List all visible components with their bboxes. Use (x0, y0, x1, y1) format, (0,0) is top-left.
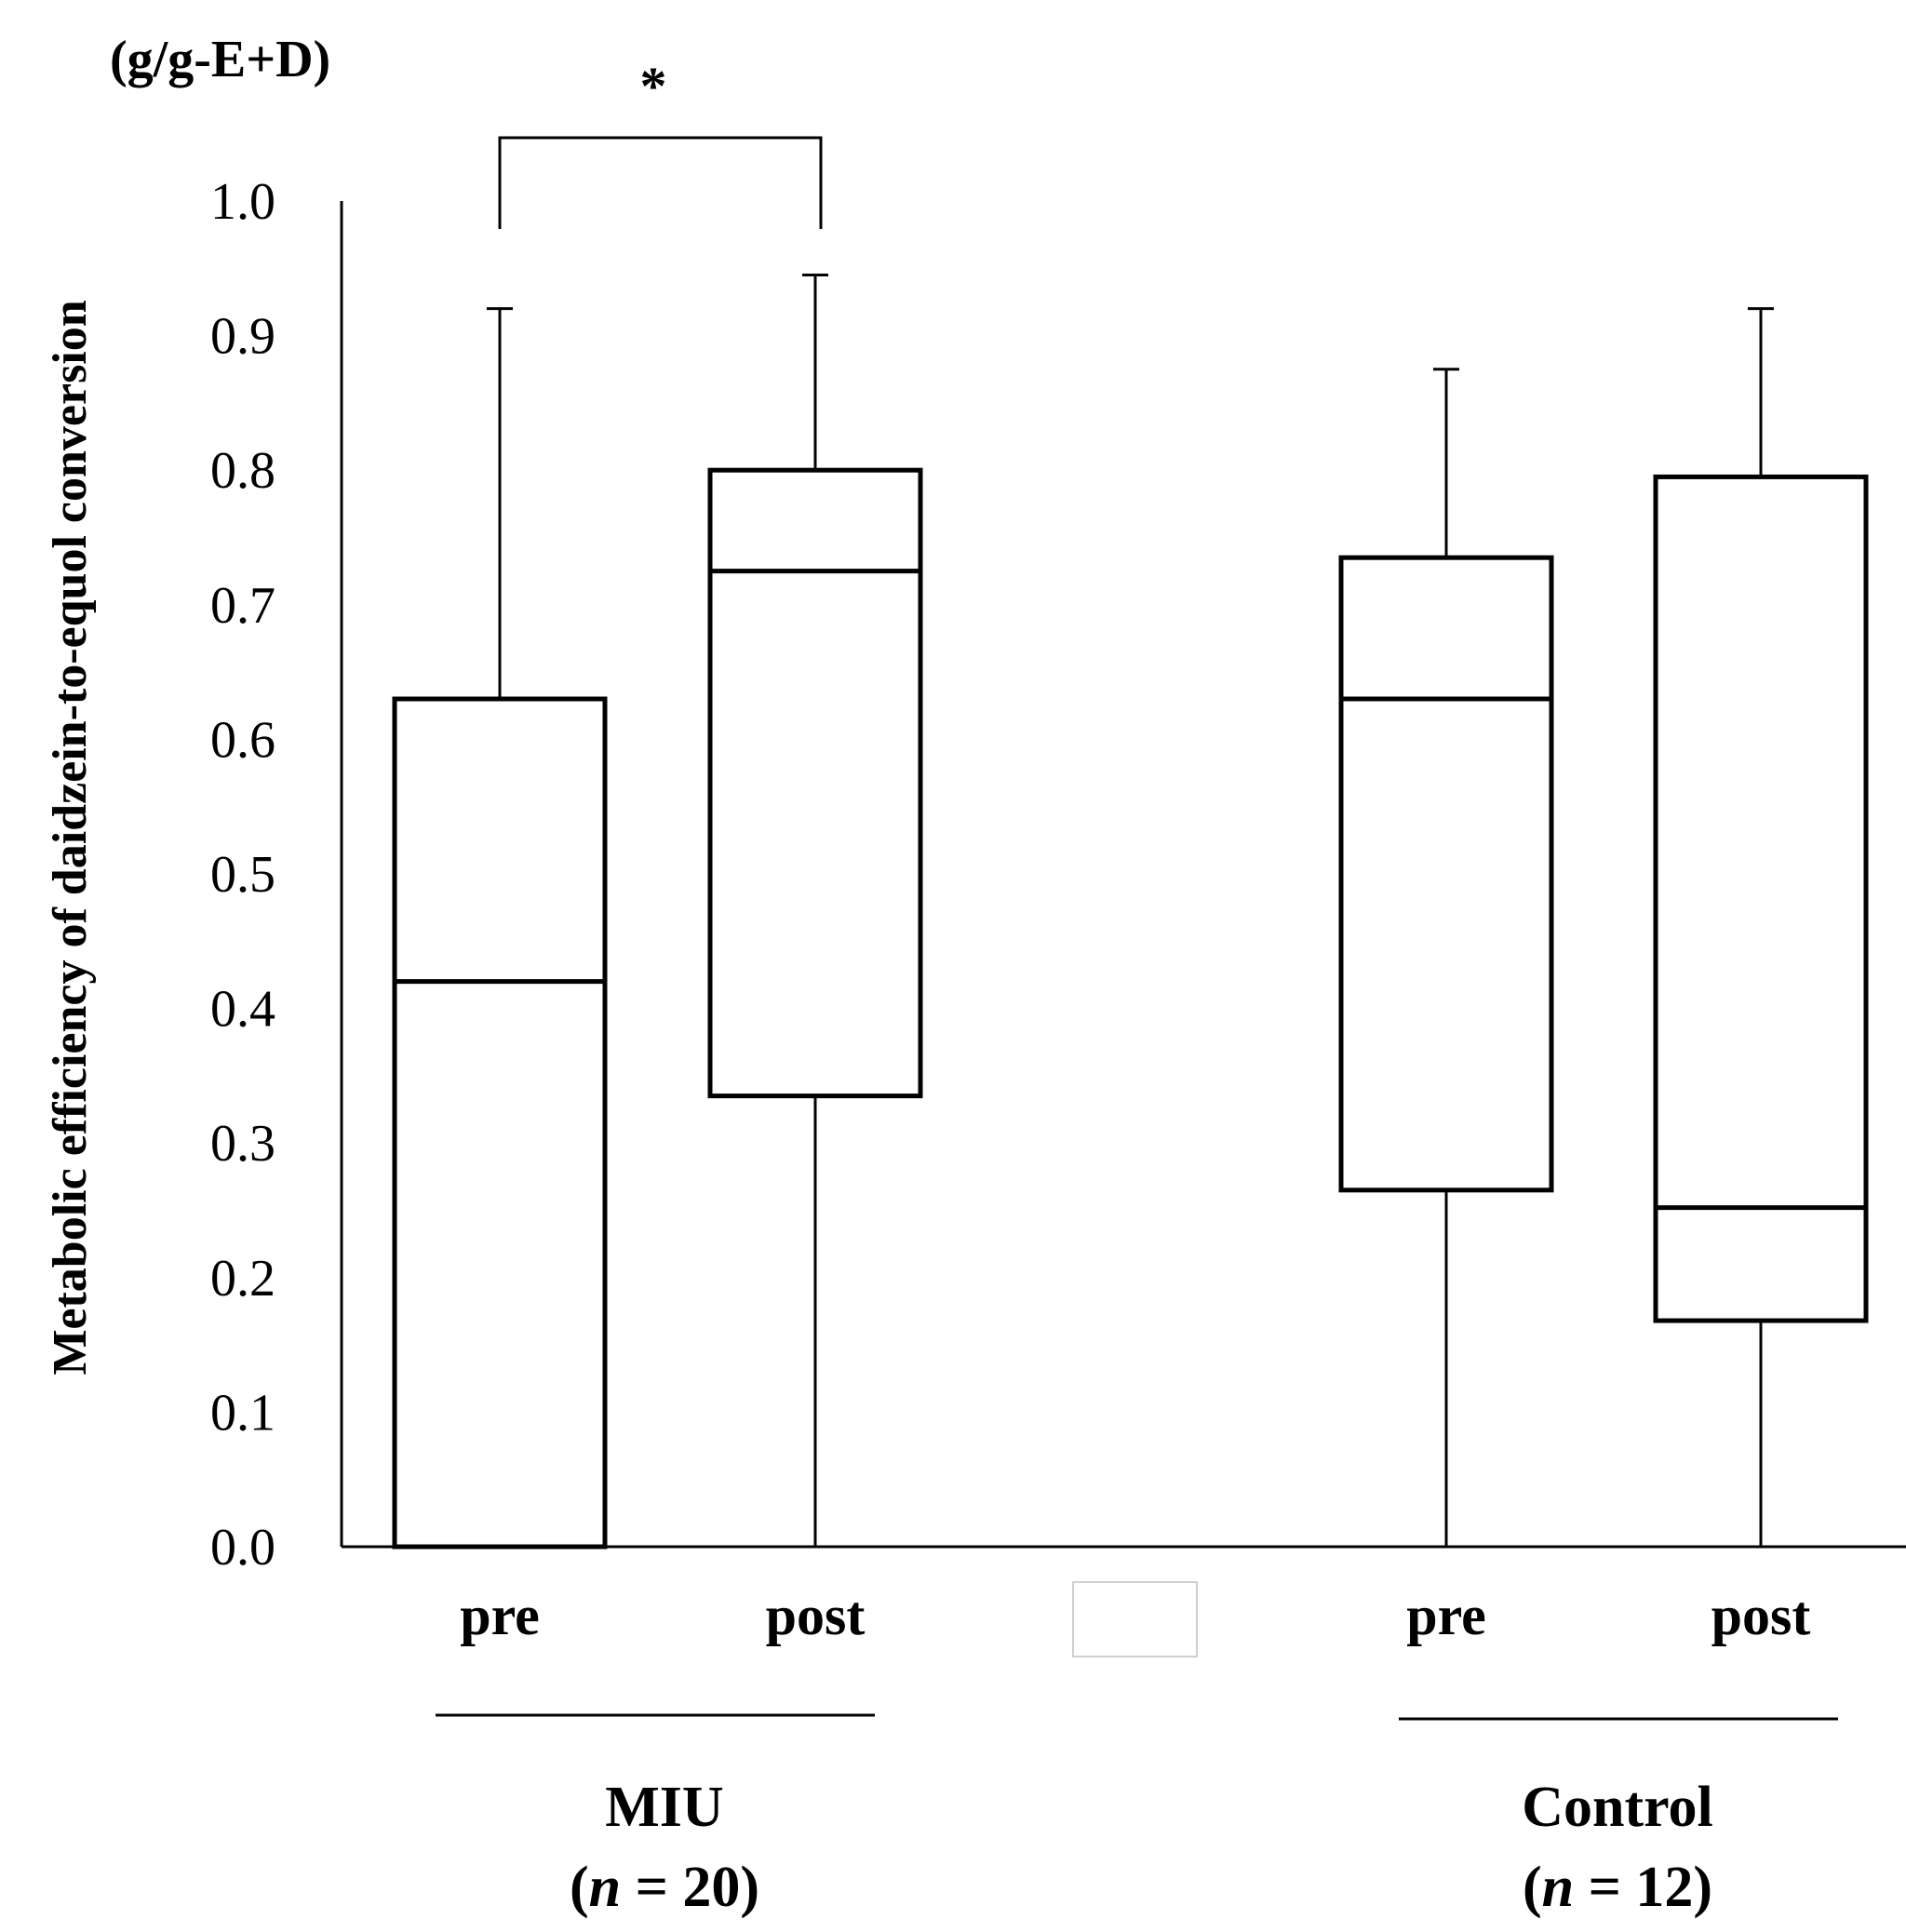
y-tick-label: 0.7 (210, 577, 275, 635)
y-tick-label: 0.6 (210, 711, 275, 769)
iqr-box (1338, 555, 1554, 1193)
box-control-pre (1338, 368, 1554, 1547)
box-series (392, 274, 1869, 1550)
group-label-miu: MIU (605, 1776, 723, 1839)
group-label-control: Control (1522, 1776, 1713, 1839)
y-tick-label: 0.9 (210, 308, 275, 366)
y-axis-label: Metabolic efficiency of daidzein-to-equo… (44, 300, 97, 1375)
category-label-miu-post: post (766, 1585, 866, 1646)
category-label-control-post: post (1711, 1585, 1811, 1646)
box-control-post (1653, 307, 1869, 1547)
y-tick-label: 0.1 (210, 1384, 275, 1442)
significance-bracket (498, 136, 823, 229)
y-tick-label: 0.3 (210, 1115, 275, 1173)
category-label-miu-pre: pre (460, 1585, 540, 1646)
iqr-box (1653, 474, 1869, 1323)
iqr-box (707, 467, 923, 1099)
group-n-control: (n = 12) (1523, 1856, 1712, 1919)
iqr-box (392, 696, 608, 1550)
category-label-control-pre: pre (1406, 1585, 1486, 1646)
unit-label: (g/g-E+D) (110, 31, 330, 88)
y-tick-label: 0.4 (210, 981, 275, 1039)
y-tick-label: 1.0 (210, 173, 275, 231)
y-tick-label: 0.8 (210, 442, 275, 500)
y-tick-label: 0.2 (210, 1250, 275, 1308)
blank-placeholder-box (1072, 1581, 1198, 1657)
box-miu-post (707, 274, 923, 1547)
y-tick-label: 0.5 (210, 846, 275, 904)
y-tick-label: 0.0 (210, 1519, 275, 1576)
box-miu-pre (392, 307, 608, 1550)
significance-star: * (640, 56, 667, 116)
y-tick-labels: 0.0 0.1 0.2 0.3 0.4 0.5 0.6 0.7 0.8 0.9 1.0 (210, 173, 275, 1576)
group-n-miu: (n = 20) (570, 1856, 759, 1919)
category-labels: pre post pre post (460, 1585, 1810, 1646)
